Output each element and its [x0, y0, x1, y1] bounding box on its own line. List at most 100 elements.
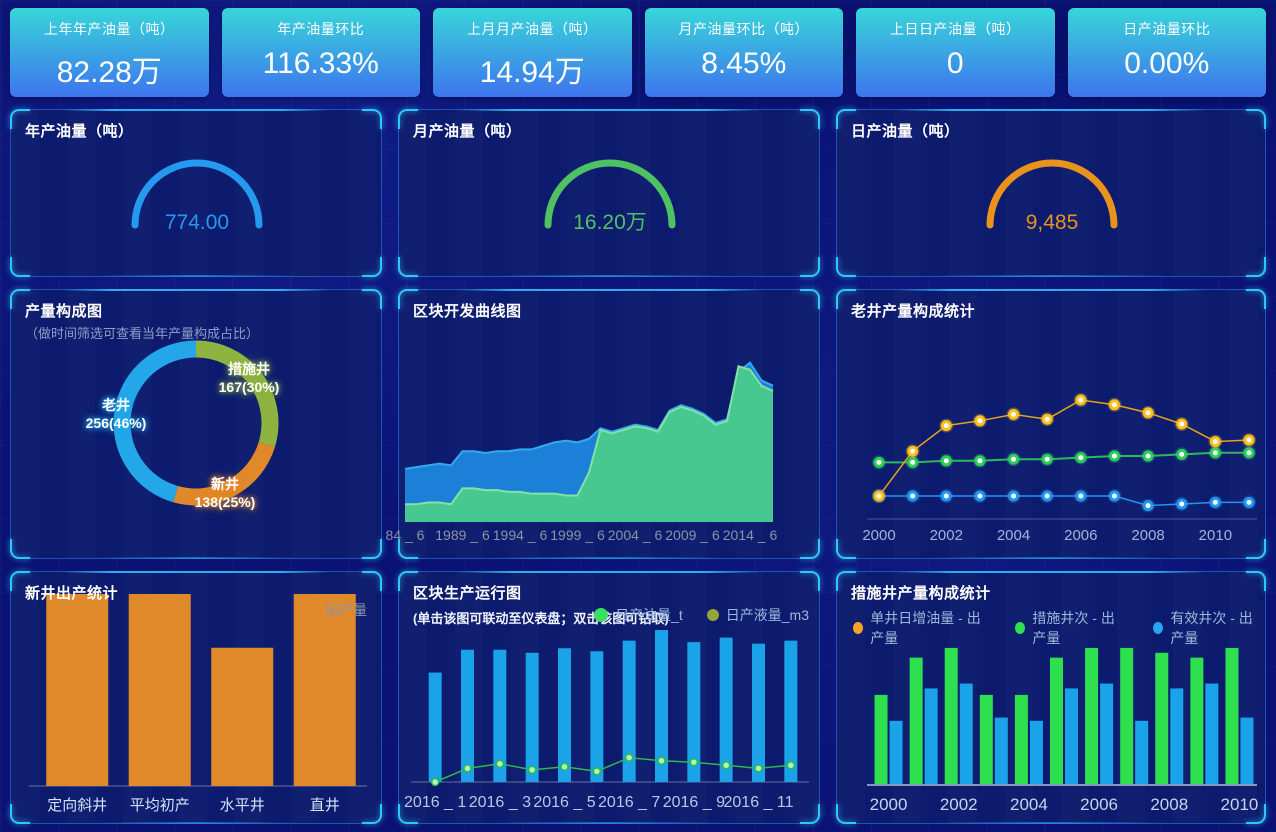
corner-accent — [1246, 109, 1266, 129]
corner-accent — [836, 571, 856, 591]
annual-oil-gauge-chart[interactable]: 774.00 — [11, 110, 383, 278]
corner-accent — [800, 257, 820, 277]
legend-label: 有效井次 - 出产量 — [1170, 610, 1253, 646]
legend-item-effective-count[interactable]: 有效井次 - 出产量 — [1153, 608, 1265, 648]
kpi-card-last-year-oil: 上年年产油量（吨） 82.28万 — [10, 8, 209, 97]
legend: 单井日增油量 - 出产量 措施井次 - 出产量 有效井次 - 出产量 — [853, 608, 1265, 648]
corner-accent — [1246, 257, 1266, 277]
slice-name: 措施井 — [228, 361, 270, 377]
legend-item-measure-count[interactable]: 措施井次 - 出产量 — [1015, 608, 1127, 648]
panel-subtitle: （做时间筛选可查看当年产量构成占比） — [25, 326, 260, 341]
kpi-value: 14.94万 — [479, 56, 585, 89]
daily-oil-gauge-chart[interactable]: 9,485 — [837, 110, 1267, 278]
corner-accent — [362, 571, 382, 591]
svg-text:直井: 直井 — [310, 797, 340, 814]
panel-annual-oil-gauge: 年产油量（吨） 774.00 — [10, 109, 382, 277]
corner-accent — [362, 539, 382, 559]
kpi-card-monthly-oil-ratio: 月产油量环比（吨） 8.45% — [644, 8, 843, 97]
corner-accent — [362, 289, 382, 309]
legend-item-liquid[interactable]: 日产液量_m3 — [706, 605, 809, 625]
legend-label: 日产油量_t — [615, 607, 683, 623]
corner-accent — [10, 257, 30, 277]
panel-monthly-oil-gauge: 月产油量（吨） 16.20万 — [398, 109, 820, 277]
svg-text:9,485: 9,485 — [1026, 211, 1079, 234]
kpi-value: 8.45% — [701, 47, 787, 80]
kpi-label: 上年年产油量（吨） — [44, 21, 175, 37]
svg-text:2006: 2006 — [1080, 795, 1118, 814]
corner-accent — [362, 257, 382, 277]
legend-item-single-well-gain[interactable]: 单井日增油量 - 出产量 — [853, 608, 989, 648]
svg-text:2014 _ 6: 2014 _ 6 — [723, 527, 778, 543]
svg-text:水平井: 水平井 — [220, 797, 265, 814]
panel-title: 区块生产运行图 — [413, 585, 522, 602]
block-curve-area-chart[interactable]: 84 _ 6 1989 _ 6 1994 _ 6 1999 _ 6 2004 _ 6 20… — [386, 290, 821, 560]
panel-title: 新井出产统计 — [25, 585, 119, 602]
svg-text:2004 _ 6: 2004 _ 6 — [608, 527, 663, 543]
legend-dot-blue — [1153, 622, 1164, 634]
slice-value: 167(30%) — [218, 379, 280, 396]
panel-old-well-stats: 老井产量构成统计 2000 2002 2004 2006 2008 2010 — [836, 289, 1266, 559]
svg-text:2016 _ 1: 2016 _ 1 — [404, 794, 466, 811]
corner-accent — [398, 257, 418, 277]
panel-block-curve: 区块开发曲线图 84 _ 6 1989 _ 6 1994 _ 6 1999 _ 6 20… — [386, 289, 821, 560]
old-well-line-chart[interactable]: 2000 2002 2004 2006 2008 2010 — [837, 290, 1267, 560]
svg-text:1989 _ 6: 1989 _ 6 — [435, 527, 490, 543]
svg-text:2016 _ 11: 2016 _ 11 — [724, 794, 794, 811]
production-mix-donut-chart[interactable] — [11, 290, 383, 560]
svg-text:2009 _ 6: 2009 _ 6 — [665, 527, 720, 543]
kpi-row: 上年年产油量（吨） 82.28万 年产油量环比 116.33% 上月月产油量（吨… — [10, 8, 1266, 97]
svg-text:2002: 2002 — [930, 527, 963, 544]
corner-accent — [1246, 571, 1266, 591]
kpi-card-yesterday-oil: 上日日产油量（吨） 0 — [856, 8, 1055, 97]
kpi-label: 上日日产油量（吨） — [890, 21, 1021, 37]
block-run-bar-line-chart[interactable]: 2016 _ 1 2016 _ 3 2016 _ 5 2016 _ 7 2016 _ 9… — [399, 572, 821, 825]
slice-label-old-well: 老井 256(46%) — [64, 396, 168, 432]
corner-accent — [800, 109, 820, 129]
corner-accent — [1246, 289, 1266, 309]
monthly-oil-gauge-chart[interactable]: 16.20万 — [399, 110, 821, 278]
legend-dot-green — [1015, 622, 1026, 634]
corner-accent — [362, 804, 382, 824]
corner-accent — [836, 539, 856, 559]
legend-item-oil[interactable]: 日产油量_t — [594, 605, 683, 625]
corner-accent — [800, 571, 820, 591]
svg-text:16.20万: 16.20万 — [573, 211, 647, 234]
slice-value: 256(46%) — [85, 415, 147, 432]
new-well-bar-chart[interactable]: 定向斜井 平均初产 水平井 直井 — [11, 572, 383, 825]
svg-text:2016 _ 5: 2016 _ 5 — [533, 794, 595, 811]
slice-name: 新井 — [211, 476, 239, 492]
kpi-value: 116.33% — [262, 47, 379, 80]
corner-accent — [10, 539, 30, 559]
svg-text:2006: 2006 — [1064, 527, 1097, 544]
svg-text:2000: 2000 — [862, 527, 895, 544]
slice-name: 老井 — [102, 397, 130, 413]
corner-accent — [800, 289, 820, 309]
svg-text:2008: 2008 — [1131, 527, 1164, 544]
panel-title: 区块开发曲线图 — [413, 303, 522, 320]
kpi-value: 82.28万 — [56, 56, 162, 89]
kpi-value: 0 — [946, 47, 964, 80]
corner-accent — [398, 571, 418, 591]
kpi-label: 日产油量环比 — [1123, 21, 1211, 37]
legend-label: 措施井次 - 出产量 — [1032, 610, 1115, 646]
slice-label-measure-well: 措施井 167(30%) — [196, 360, 302, 396]
svg-text:2002: 2002 — [940, 795, 978, 814]
slice-label-new-well: 新井 138(25%) — [172, 475, 278, 511]
corner-accent — [398, 539, 418, 559]
kpi-card-last-month-oil: 上月月产油量（吨） 14.94万 — [433, 8, 632, 97]
svg-text:2016 _ 7: 2016 _ 7 — [598, 794, 660, 811]
kpi-label: 月产油量环比（吨） — [678, 21, 809, 37]
measure-well-grouped-bar-chart[interactable]: 2000 2002 2004 2006 2008 2010 — [837, 572, 1267, 825]
legend-dot-green — [594, 608, 609, 622]
svg-text:2016 _ 3: 2016 _ 3 — [469, 794, 531, 811]
corner-accent — [800, 804, 820, 824]
corner-accent — [1246, 804, 1266, 824]
svg-text:774.00: 774.00 — [165, 211, 229, 234]
svg-text:定向斜井: 定向斜井 — [47, 797, 107, 814]
corner-accent — [10, 289, 30, 309]
legend-output[interactable]: 出产量 — [325, 602, 367, 618]
panel-title: 老井产量构成统计 — [851, 303, 976, 320]
svg-text:1999 _ 6: 1999 _ 6 — [550, 527, 605, 543]
panel-production-mix: 产量构成图 （做时间筛选可查看当年产量构成占比） 措施井 167(30%) 老井… — [10, 289, 382, 559]
